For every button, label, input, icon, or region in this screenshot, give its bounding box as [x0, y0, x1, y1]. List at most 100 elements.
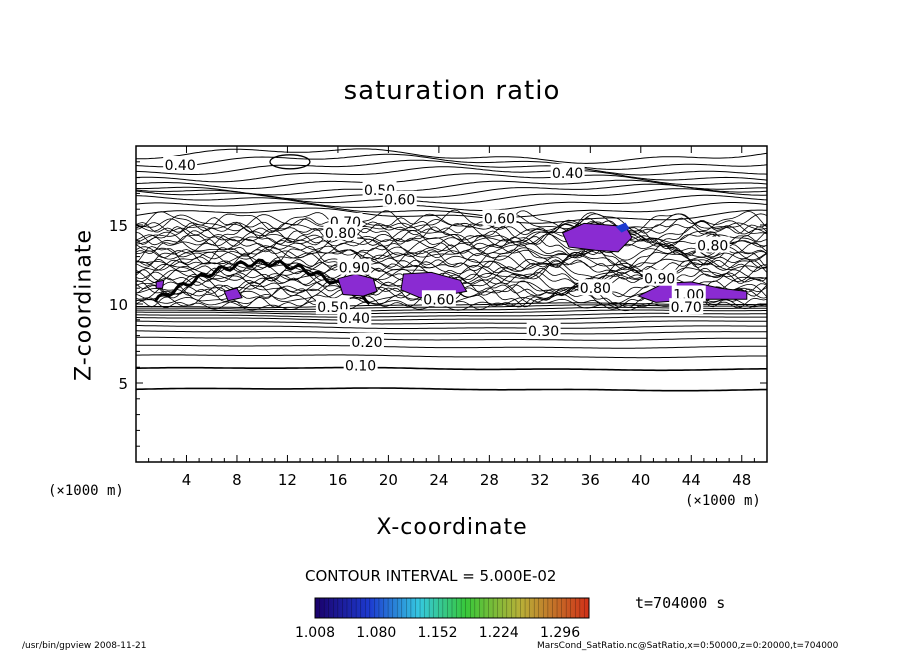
x-tick-label: 48 — [732, 471, 751, 489]
contour-label: 0.20 — [351, 335, 382, 351]
contour-thick — [153, 258, 371, 306]
colorbar-tick-label: 1.296 — [540, 625, 580, 641]
x-tick-label: 4 — [182, 471, 192, 489]
contour-line — [136, 222, 767, 245]
contour-line — [136, 249, 767, 269]
contour-line — [136, 316, 767, 321]
contour-line — [136, 233, 767, 248]
contour-line — [136, 344, 767, 349]
contour-line — [136, 312, 767, 318]
contour-label: 0.40 — [339, 311, 370, 327]
contour-loop — [269, 154, 311, 170]
x-tick-label: 44 — [682, 471, 701, 489]
contour-line — [136, 188, 767, 204]
contour-line — [136, 166, 767, 183]
contour-line — [136, 246, 767, 261]
y-tick-label: 5 — [118, 375, 128, 393]
contour-label: 0.80 — [325, 226, 356, 242]
contour-line — [136, 242, 767, 260]
contour-label-bg — [642, 269, 677, 286]
contour-line — [136, 354, 767, 359]
supersaturated-region — [561, 222, 633, 253]
contour-label: 0.40 — [165, 158, 196, 174]
contour-label: 0.60 — [484, 212, 515, 228]
contour-label-bg — [695, 236, 730, 253]
x-tick-label: 8 — [232, 471, 242, 489]
contour-label-bg — [421, 290, 456, 307]
contour-line — [136, 194, 767, 211]
contour-label: 0.30 — [528, 324, 559, 340]
contour-label: 0.70 — [671, 300, 702, 316]
contour-label: 0.60 — [423, 292, 454, 308]
contour-label-bg — [337, 258, 372, 275]
contour-label-bg — [671, 285, 706, 302]
supersaturated-region — [223, 287, 243, 302]
contour-line — [136, 159, 767, 176]
contour-label-bg — [669, 298, 704, 315]
contour-line — [136, 296, 767, 312]
contour-line — [136, 387, 767, 392]
contour-line — [136, 306, 767, 313]
contour-label: 0.90 — [339, 261, 370, 277]
contour-line — [136, 179, 767, 196]
contour-label-bg — [526, 321, 561, 338]
contour-line — [136, 209, 767, 232]
contour-line — [136, 207, 767, 224]
contour-line — [136, 202, 767, 218]
x-tick-label: 36 — [581, 471, 600, 489]
contour-label-bg — [550, 163, 585, 180]
contour-label-bg — [343, 356, 378, 373]
contour-line — [136, 325, 767, 329]
footer-command: /usr/bin/gpview 2008-11-21 — [22, 641, 147, 651]
contour-labels: 0.40 0.400.500.600.700.800.900.600.800.90… — [163, 155, 730, 375]
contour-label-bg — [323, 223, 358, 240]
contour-label-bg — [578, 279, 613, 296]
contour-line — [136, 153, 767, 170]
contour-line — [136, 217, 767, 234]
time-label: t=704000 s — [635, 594, 726, 612]
contour-line — [136, 330, 767, 335]
x-tick-label: 20 — [379, 471, 398, 489]
x-tick-label: 16 — [328, 471, 347, 489]
contour-line — [136, 173, 767, 190]
x-axis-label: X-coordinate — [376, 515, 528, 540]
y-axis-ticks: 5 10 15 — [109, 161, 767, 447]
contour-line — [136, 148, 767, 164]
contour-label: 0.80 — [580, 281, 611, 297]
chart-title: saturation ratio — [343, 76, 561, 106]
colorbar-tick-label: 1.224 — [479, 625, 519, 641]
contour-label-bg — [382, 190, 417, 207]
colorbar-tick-label: 1.152 — [417, 625, 457, 641]
x-tick-label: 32 — [530, 471, 549, 489]
contour-line — [136, 255, 767, 273]
contour-line — [136, 320, 767, 325]
y-tick-label: 15 — [109, 217, 128, 235]
contour-label-bg — [163, 155, 198, 172]
x-tick-label: 28 — [480, 471, 499, 489]
contour-label: 0.40 — [552, 166, 583, 182]
y-tick-label: 10 — [109, 296, 128, 314]
supersaturated-region — [155, 279, 165, 289]
contour-line — [136, 213, 767, 232]
contour-label: 0.90 — [644, 272, 675, 288]
contour-label-bg — [482, 209, 517, 226]
x-tick-label: 24 — [429, 471, 448, 489]
contour-label: 0.80 — [697, 239, 728, 255]
x-unit-label-left: (×1000 m) — [48, 483, 124, 499]
footer-source: MarsCond_SatRatio.nc@SatRatio,x=0:50000,… — [537, 641, 839, 651]
colorbar-tick-label: 1.008 — [295, 625, 335, 641]
x-tick-label: 40 — [631, 471, 650, 489]
contour-label: 0.10 — [345, 359, 376, 375]
contour-label: 0.60 — [384, 193, 415, 209]
x-unit-label-right: (×1000 m) — [685, 493, 761, 509]
high-value-patch — [615, 222, 630, 233]
contour-line — [136, 366, 767, 372]
contour-line — [136, 221, 767, 236]
colorbar-tick-label: 1.080 — [356, 625, 396, 641]
contour-label-bg — [337, 309, 372, 326]
x-axis-ticks: 4 8 12 16 20 24 28 32 36 40 44 48 — [148, 146, 755, 489]
contour-interval-text: CONTOUR INTERVAL = 5.000E-02 — [305, 567, 557, 585]
contour-line — [136, 336, 767, 341]
contour-label-bg — [349, 332, 384, 349]
